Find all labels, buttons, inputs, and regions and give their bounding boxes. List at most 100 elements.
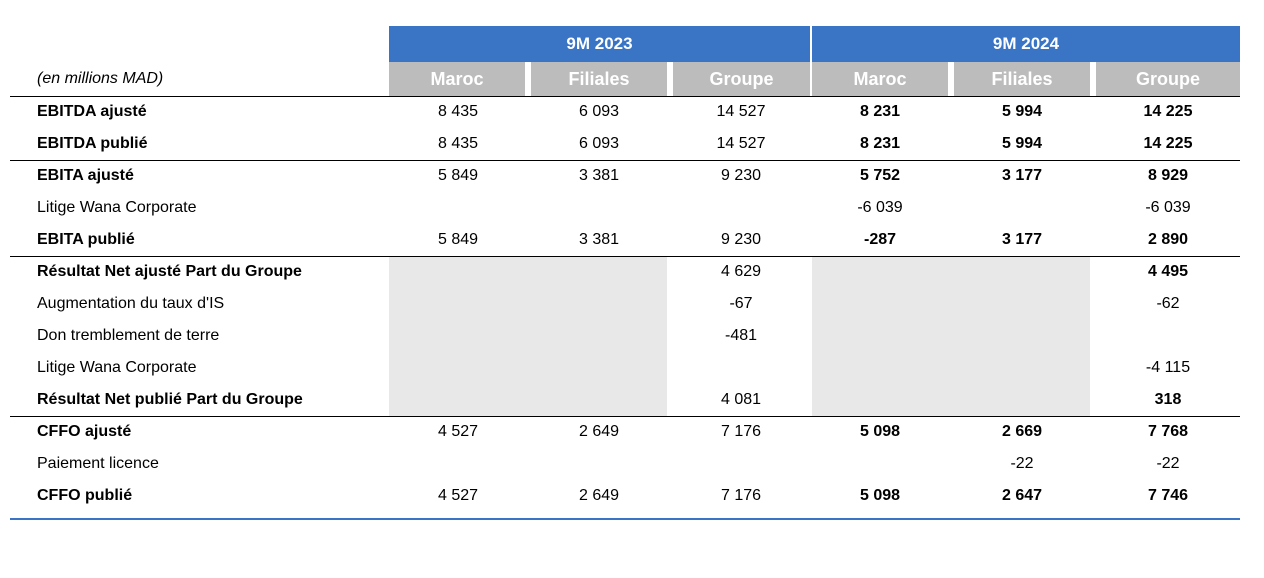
table-cell: 7 746 bbox=[1147, 487, 1189, 504]
table-cell bbox=[812, 352, 948, 384]
table-row: CFFO publié 4 527 2 649 7 176 5 098 2 647 7 74… bbox=[10, 480, 1240, 512]
table-cell: 2 649 bbox=[578, 487, 620, 504]
table-cell bbox=[531, 320, 667, 352]
section-divider bbox=[10, 416, 1240, 417]
shaded-area bbox=[812, 256, 1090, 416]
table-cell: -67 bbox=[729, 295, 753, 312]
row-label: EBITDA publié bbox=[37, 135, 148, 152]
table-cell: -6 039 bbox=[857, 199, 903, 216]
table-cell: -22 bbox=[1010, 455, 1034, 472]
table-cell: 5 849 bbox=[437, 167, 479, 184]
table-cell: 4 081 bbox=[720, 391, 762, 408]
table-cell bbox=[812, 384, 948, 416]
table-cell bbox=[673, 352, 809, 384]
table-cell bbox=[390, 352, 526, 384]
table-cell: 8 929 bbox=[1147, 167, 1189, 184]
period-header-2023: 9M 2023 bbox=[389, 26, 810, 62]
table-row: Résultat Net publié Part du Groupe 4 081 3… bbox=[10, 384, 1240, 416]
table-cell bbox=[812, 256, 948, 288]
table-cell bbox=[673, 448, 809, 480]
col-header-filiales-2023: Filiales bbox=[531, 62, 667, 96]
table-cell: 8 231 bbox=[859, 103, 901, 120]
table-cell: 3 381 bbox=[578, 231, 620, 248]
table-row: Augmentation du taux d'IS -67 -62 bbox=[10, 288, 1240, 320]
row-label: Don tremblement de terre bbox=[37, 327, 220, 344]
table-row: Résultat Net ajusté Part du Groupe 4 629 4… bbox=[10, 256, 1240, 288]
table-cell: 5 849 bbox=[437, 231, 479, 248]
table-cell: 14 225 bbox=[1143, 103, 1193, 120]
table-row: EBITA publié 5 849 3 381 9 230 -287 3 177 2 89… bbox=[10, 224, 1240, 256]
shaded-area bbox=[389, 256, 667, 416]
table-cell bbox=[531, 192, 667, 224]
table-cell: 5 752 bbox=[859, 167, 901, 184]
table-cell: 9 230 bbox=[720, 231, 762, 248]
table-cell: 7 768 bbox=[1147, 423, 1189, 440]
table-cell bbox=[390, 320, 526, 352]
row-label: CFFO ajusté bbox=[37, 423, 132, 440]
table-row: EBITDA publié 8 435 6 093 14 527 8 231 5 994 1… bbox=[10, 128, 1240, 160]
row-label: Résultat Net ajusté Part du Groupe bbox=[37, 263, 302, 280]
table-cell: 6 093 bbox=[578, 103, 620, 120]
financial-table: 9M 2023 9M 2024 (en millions MAD) Maroc … bbox=[10, 26, 1240, 520]
table-cell: 8 435 bbox=[437, 135, 479, 152]
col-header-filiales-2024: Filiales bbox=[954, 62, 1090, 96]
table-cell: 3 177 bbox=[1001, 167, 1043, 184]
table-cell bbox=[812, 448, 948, 480]
table-cell bbox=[531, 288, 667, 320]
table-cell: 4 495 bbox=[1147, 263, 1189, 280]
row-label: Augmentation du taux d'IS bbox=[37, 295, 225, 312]
table-cell: 4 527 bbox=[437, 487, 479, 504]
table-cell bbox=[390, 384, 526, 416]
table-cell: 7 176 bbox=[720, 423, 762, 440]
row-label: EBITA ajusté bbox=[37, 167, 134, 184]
table-cell bbox=[390, 448, 526, 480]
table-cell bbox=[390, 192, 526, 224]
table-cell bbox=[954, 288, 1090, 320]
table-cell: 2 649 bbox=[578, 423, 620, 440]
table-cell: 5 994 bbox=[1001, 135, 1043, 152]
table-cell: 3 381 bbox=[578, 167, 620, 184]
table-cell bbox=[531, 256, 667, 288]
table-cell: 4 629 bbox=[720, 263, 762, 280]
table-cell bbox=[531, 352, 667, 384]
table-row: Don tremblement de terre -481 bbox=[10, 320, 1240, 352]
row-label: Litige Wana Corporate bbox=[37, 359, 197, 376]
col-header-maroc-2023: Maroc bbox=[389, 62, 525, 96]
table-cell bbox=[812, 288, 948, 320]
table-cell: 14 527 bbox=[716, 103, 766, 120]
table-cell: 7 176 bbox=[720, 487, 762, 504]
table-cell: -4 115 bbox=[1145, 359, 1191, 376]
period-header-row: 9M 2023 9M 2024 bbox=[10, 26, 1240, 62]
table-cell: 4 527 bbox=[437, 423, 479, 440]
table-cell bbox=[954, 384, 1090, 416]
table-cell: -6 039 bbox=[1145, 199, 1191, 216]
table-cell: 14 527 bbox=[716, 135, 766, 152]
table-cell: -22 bbox=[1156, 455, 1180, 472]
table-cell bbox=[1096, 320, 1240, 352]
table-cell: 318 bbox=[1154, 391, 1182, 408]
table-cell: 2 647 bbox=[1001, 487, 1043, 504]
col-header-groupe-2023: Groupe bbox=[673, 62, 810, 96]
table-bottom-border bbox=[10, 518, 1240, 520]
table-cell bbox=[531, 384, 667, 416]
column-header-row: (en millions MAD) Maroc Filiales Groupe … bbox=[10, 62, 1240, 96]
table-cell: 6 093 bbox=[578, 135, 620, 152]
table-row: Paiement licence -22 -22 bbox=[10, 448, 1240, 480]
col-header-maroc-2024: Maroc bbox=[812, 62, 948, 96]
row-label: EBITDA ajusté bbox=[37, 103, 147, 120]
table-cell bbox=[954, 320, 1090, 352]
table-cell: 3 177 bbox=[1001, 231, 1043, 248]
section-divider bbox=[10, 96, 1240, 97]
unit-label: (en millions MAD) bbox=[37, 70, 164, 87]
table-row: Litige Wana Corporate -4 115 bbox=[10, 352, 1240, 384]
row-label: Litige Wana Corporate bbox=[37, 199, 197, 216]
table-cell: 2 890 bbox=[1147, 231, 1189, 248]
table-cell: 2 669 bbox=[1001, 423, 1043, 440]
table-cell: 9 230 bbox=[720, 167, 762, 184]
table-cell: 5 098 bbox=[859, 423, 901, 440]
col-header-groupe-2024: Groupe bbox=[1096, 62, 1240, 96]
table-cell: 14 225 bbox=[1143, 135, 1193, 152]
table-cell bbox=[954, 192, 1090, 224]
table-cell bbox=[954, 352, 1090, 384]
period-header-2024: 9M 2024 bbox=[812, 26, 1240, 62]
